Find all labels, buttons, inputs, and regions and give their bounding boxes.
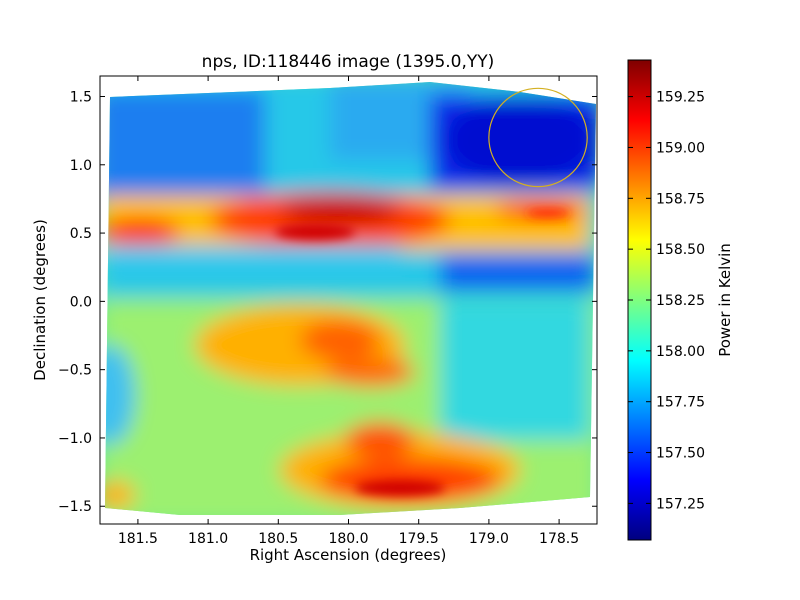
x-tick-label: 178.5 (539, 531, 579, 547)
x-tick-label: 180.0 (328, 531, 368, 547)
heatmap-image (105, 82, 596, 515)
y-tick-label: −1.5 (58, 499, 92, 515)
chart-title: nps, ID:118446 image (1395.0,YY) (202, 52, 495, 72)
colorbar-tick-label: 158.75 (656, 191, 705, 207)
colorbar-ticks: 157.25 157.50 157.75 158.00 158.25 158.50 158.… (628, 90, 705, 512)
colorbar-tick-label: 157.25 (656, 496, 705, 512)
colorbar-tick-label: 159.25 (656, 90, 705, 106)
y-tick-label: −1.0 (58, 431, 92, 447)
x-tick-label: 180.5 (258, 531, 298, 547)
x-axis-ticks: 181.5 181.0 180.5 180.0 179.5 179.0 178.5 (118, 76, 579, 547)
x-tick-label: 181.0 (188, 531, 228, 547)
x-tick-label: 179.5 (399, 531, 439, 547)
y-tick-label: 1.5 (70, 89, 92, 105)
colorbar-label: Power in Kelvin (716, 243, 734, 357)
colorbar-tick-label: 157.75 (656, 395, 705, 411)
y-tick-label: 0.0 (70, 294, 92, 310)
colorbar-tick-label: 158.50 (656, 242, 705, 258)
colorbar-tick-label: 157.50 (656, 446, 705, 462)
x-axis-label: Right Ascension (degrees) (250, 546, 447, 564)
y-tick-label: 1.0 (70, 158, 92, 174)
annotation-circle (488, 87, 588, 188)
x-tick-label: 179.0 (469, 531, 509, 547)
y-tick-label: 0.5 (70, 226, 92, 242)
y-axis-label: Declination (degrees) (31, 219, 49, 381)
colorbar-tick-label: 158.25 (656, 293, 705, 309)
y-tick-label: −0.5 (58, 363, 92, 379)
x-tick-label: 181.5 (118, 531, 158, 547)
colorbar-tick-label: 158.00 (656, 344, 705, 360)
colorbar-tick-label: 159.00 (656, 140, 705, 156)
y-axis-ticks: 1.5 1.0 0.5 0.0 −0.5 −1.0 −1.5 (58, 89, 597, 515)
